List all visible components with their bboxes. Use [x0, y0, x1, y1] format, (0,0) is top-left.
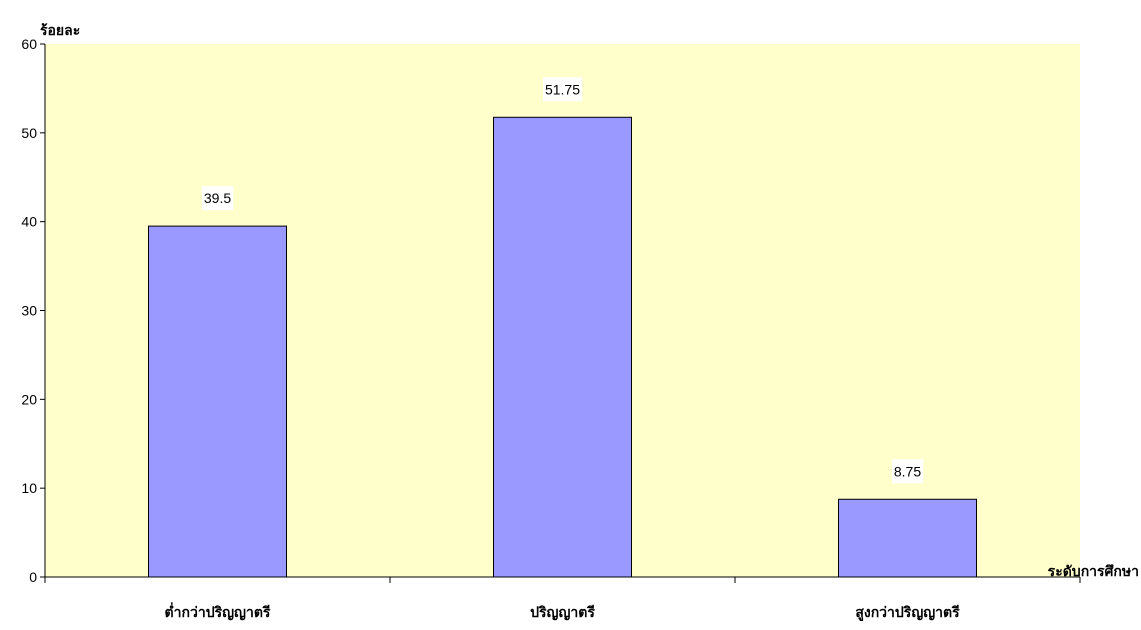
bar: [838, 498, 977, 578]
x-tick-label: สูงกว่าปริญญาตรี: [855, 605, 960, 621]
data-label: 51.75: [545, 81, 580, 97]
x-axis-title: ระดับการศึกษา: [1048, 563, 1139, 580]
y-tick-label: 10: [21, 480, 37, 496]
x-tick-label: ปริญญาตรี: [530, 605, 595, 621]
data-labels: 39.5 51.75 8.75: [201, 77, 924, 484]
bar: [148, 225, 287, 578]
x-axis: [44, 576, 1081, 583]
data-label: 8.75: [894, 463, 921, 479]
category-labels: ต่ำกว่าปริญญาตรี ปริญญาตรี สูงกว่าปริญญาตร…: [165, 602, 961, 621]
y-tick-label: 0: [29, 569, 37, 585]
data-label-background: [201, 186, 234, 211]
y-tick-label: 60: [21, 36, 37, 52]
y-tick-label: 20: [21, 391, 37, 407]
y-axis-title: ร้อยละ: [40, 23, 80, 39]
data-label-background: [542, 77, 583, 102]
bar: [493, 116, 632, 578]
y-axis: 0 10 20 30 40 50 60: [21, 36, 46, 585]
x-tick-label: ต่ำกว่าปริญญาตรี: [165, 602, 271, 621]
y-tick-label: 40: [21, 214, 37, 230]
bars: [148, 116, 977, 578]
y-tick-label: 30: [21, 303, 37, 319]
data-label: 39.5: [204, 190, 231, 206]
data-label-background: [891, 459, 924, 484]
y-tick-label: 50: [21, 125, 37, 141]
